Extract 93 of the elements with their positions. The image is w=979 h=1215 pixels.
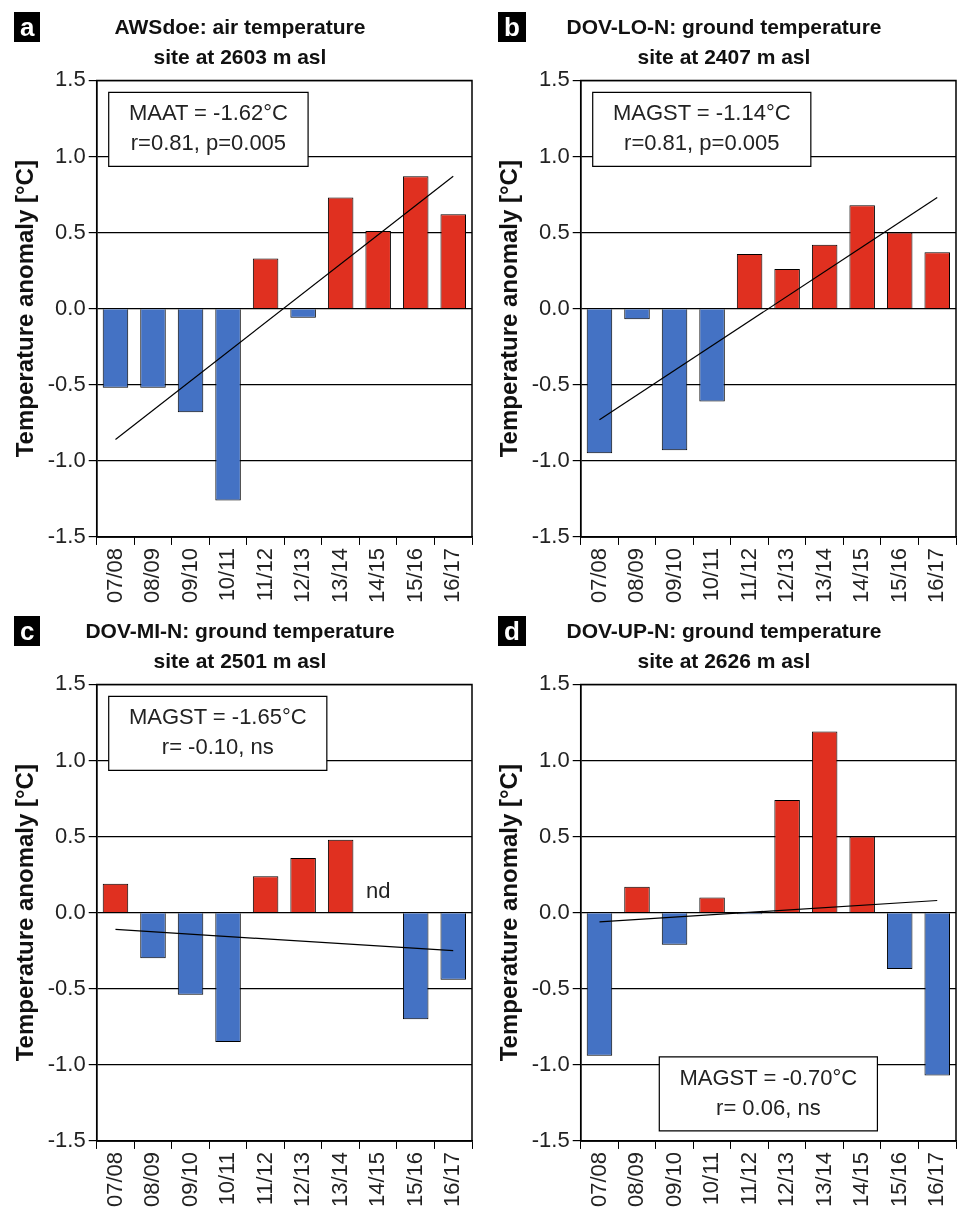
y-tick-label: 0.5 [55,218,86,244]
x-tick-label: 12/13 [289,547,315,604]
x-tick-label: 12/13 [773,1151,799,1208]
x-tick-label: 11/12 [735,1151,761,1206]
x-tick-label: 15/16 [885,1151,911,1208]
y-tick-label: 1.0 [539,142,570,168]
y-tick-label: -1.0 [47,446,86,472]
chart-subtitle: site at 2603 m asl [153,44,327,68]
y-tick-label: 0.0 [55,294,86,320]
y-tick-label: -1.5 [531,523,570,549]
annotation: nd [365,877,391,903]
x-tick-label: 13/14 [326,1151,352,1208]
chart-title: DOV-UP-N: ground temperature [566,619,882,643]
x-tick-label: 12/13 [773,547,799,604]
x-tick-label: 14/15 [848,1151,874,1208]
text: b [498,12,526,42]
chart-title: DOV-LO-N: ground temperature [566,15,882,39]
text: a [14,12,41,42]
annotation: MAGST = -1.14°C [612,100,791,126]
x-tick-label: 16/17 [923,1151,949,1208]
x-tick-label: 10/11 [698,547,724,602]
y-axis-title: Temperature anomaly [°C] [11,160,39,458]
x-tick-label: 09/10 [176,1151,202,1208]
x-tick-label: 13/14 [810,547,836,604]
x-tick-label: 07/08 [585,547,611,604]
x-tick-label: 07/08 [101,1151,127,1208]
x-tick-label: 11/12 [251,547,277,602]
x-tick-label: 16/17 [439,1151,465,1208]
y-tick-label: -0.5 [531,370,570,396]
y-tick-label: 0.5 [539,218,570,244]
x-tick-label: 12/13 [289,1151,315,1208]
y-tick-label: -0.5 [47,370,86,396]
annotation: MAGST = -1.65°C [128,704,307,730]
annotation: r= -0.10, ns [161,734,274,760]
text: c [14,616,41,646]
x-tick-label: 08/09 [139,547,165,604]
annotation: r=0.81, p=0.005 [130,130,287,156]
x-tick-label: 09/10 [176,547,202,604]
x-tick-label: 14/15 [848,547,874,604]
chart-title: AWSdoe: air temperature [114,15,366,39]
x-tick-label: 16/17 [923,547,949,604]
y-axis-title: Temperature anomaly [°C] [495,160,523,458]
x-tick-label: 07/08 [585,1151,611,1208]
y-tick-label: -0.5 [47,974,86,1000]
y-tick-label: 1.5 [539,670,570,696]
y-tick-label: -1.0 [531,1050,570,1076]
x-tick-label: 10/11 [214,547,240,602]
x-tick-label: 08/09 [623,1151,649,1208]
x-tick-label: 10/11 [698,1151,724,1206]
y-tick-label: -0.5 [531,974,570,1000]
x-tick-label: 08/09 [623,547,649,604]
y-tick-label: 0.0 [539,898,570,924]
y-tick-label: 0.5 [55,822,86,848]
x-tick-label: 15/16 [401,1151,427,1208]
y-axis-title: Temperature anomaly [°C] [11,764,39,1062]
x-tick-label: 14/15 [364,1151,390,1208]
x-tick-label: 15/16 [401,547,427,604]
y-tick-label: -1.0 [47,1050,86,1076]
y-tick-label: 1.0 [55,746,86,772]
x-tick-label: 09/10 [660,547,686,604]
y-tick-label: 1.5 [55,66,86,92]
chart-title: DOV-MI-N: ground temperature [85,619,395,643]
x-tick-label: 08/09 [139,1151,165,1208]
x-tick-label: 13/14 [810,1151,836,1208]
x-tick-label: 14/15 [364,547,390,604]
x-tick-label: 15/16 [885,547,911,604]
x-tick-label: 11/12 [251,1151,277,1206]
y-tick-label: -1.5 [531,1127,570,1153]
chart-subtitle: site at 2407 m asl [637,44,811,68]
x-tick-label: 10/11 [214,1151,240,1206]
y-tick-label: 0.0 [539,294,570,320]
y-tick-label: 1.0 [55,142,86,168]
y-tick-label: 0.5 [539,822,570,848]
y-tick-label: 1.5 [539,66,570,92]
y-tick-label: 1.0 [539,746,570,772]
x-tick-label: 09/10 [660,1151,686,1208]
chart-subtitle: site at 2626 m asl [637,648,811,672]
text: d [498,616,526,646]
y-axis-title: Temperature anomaly [°C] [495,764,523,1062]
y-tick-label: -1.5 [47,1127,86,1153]
x-tick-label: 11/12 [735,547,761,602]
annotation: MAGST = -0.70°C [679,1065,858,1091]
y-tick-label: 0.0 [55,898,86,924]
y-tick-label: 1.5 [55,670,86,696]
y-tick-label: -1.0 [531,446,570,472]
annotation: r= 0.06, ns [716,1095,821,1121]
x-tick-label: 13/14 [326,547,352,604]
y-tick-label: -1.5 [47,523,86,549]
x-tick-label: 07/08 [101,547,127,604]
annotation: MAAT = -1.62°C [128,100,288,126]
chart-subtitle: site at 2501 m asl [153,648,327,672]
annotation: r=0.81, p=0.005 [624,130,780,156]
x-tick-label: 16/17 [439,547,465,604]
